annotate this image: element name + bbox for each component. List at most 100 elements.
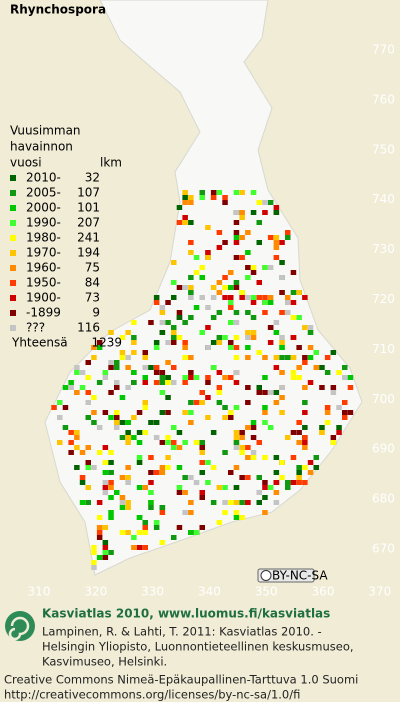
occurrence-square <box>319 430 325 435</box>
occurrence-square <box>188 355 194 360</box>
occurrence-square <box>205 250 211 255</box>
occurrence-square <box>165 375 171 380</box>
occurrence-square <box>171 380 177 385</box>
occurrence-square <box>262 510 268 515</box>
occurrence-square <box>245 500 251 505</box>
occurrence-square <box>222 335 228 340</box>
occurrence-square <box>279 410 285 415</box>
occurrence-square <box>233 435 240 440</box>
occurrence-square <box>233 240 240 245</box>
occurrence-square <box>62 385 69 390</box>
occurrence-square <box>199 195 205 200</box>
occurrence-square <box>302 360 308 365</box>
occurrence-square <box>245 345 251 350</box>
occurrence-square <box>119 530 126 535</box>
occurrence-square <box>285 435 291 440</box>
occurrence-square <box>250 450 257 455</box>
occurrence-square <box>336 405 342 410</box>
occurrence-square <box>182 510 188 515</box>
occurrence-square <box>302 385 308 390</box>
occurrence-square <box>171 445 177 450</box>
occurrence-square <box>182 215 188 220</box>
occurrence-square <box>273 210 280 215</box>
occurrence-square <box>307 470 314 475</box>
occurrence-square <box>245 455 251 460</box>
grid-y-label: 670 <box>372 542 395 556</box>
occurrence-square <box>136 440 143 445</box>
occurrence-square <box>188 240 194 245</box>
occurrence-square <box>188 275 194 280</box>
occurrence-square <box>342 400 348 405</box>
occurrence-square <box>74 370 80 375</box>
occurrence-square <box>336 370 342 375</box>
occurrence-square <box>176 310 183 315</box>
grid-y-label: 700 <box>372 392 395 406</box>
occurrence-square <box>193 375 200 380</box>
legend-column: lkm <box>100 156 122 170</box>
grid-y-label: 730 <box>372 242 395 256</box>
occurrence-square <box>102 470 109 475</box>
legend-label: ??? <box>26 321 45 335</box>
occurrence-square <box>91 420 97 425</box>
grid-x-label: 340 <box>198 585 221 599</box>
occurrence-square <box>239 295 245 300</box>
occurrence-layer <box>51 190 354 570</box>
occurrence-square <box>273 480 280 485</box>
occurrence-square <box>222 375 228 380</box>
occurrence-square <box>256 475 262 480</box>
occurrence-square <box>182 320 188 325</box>
occurrence-square <box>131 335 137 340</box>
occurrence-square <box>216 370 223 375</box>
occurrence-square <box>222 415 228 420</box>
occurrence-square <box>245 385 251 390</box>
occurrence-square <box>262 300 268 305</box>
occurrence-square <box>330 440 337 445</box>
grid-y-label: 740 <box>372 192 395 206</box>
occurrence-square <box>285 310 291 315</box>
occurrence-square <box>199 450 205 455</box>
occurrence-square <box>108 365 114 370</box>
occurrence-square <box>182 380 188 385</box>
occurrence-square <box>142 545 148 550</box>
occurrence-square <box>216 335 223 340</box>
occurrence-square <box>102 545 109 550</box>
occurrence-square <box>171 340 177 345</box>
occurrence-square <box>262 210 268 215</box>
occurrence-square <box>239 290 245 295</box>
occurrence-square <box>182 345 188 350</box>
legend-count: 101 <box>77 201 100 215</box>
occurrence-square <box>182 220 188 225</box>
occurrence-square <box>176 220 183 225</box>
occurrence-square <box>279 310 285 315</box>
occurrence-square <box>245 330 251 335</box>
occurrence-square <box>125 475 131 480</box>
occurrence-square <box>273 470 280 475</box>
occurrence-square <box>256 220 262 225</box>
occurrence-square <box>136 545 143 550</box>
occurrence-square <box>108 415 114 420</box>
occurrence-square <box>199 490 205 495</box>
occurrence-square <box>267 340 274 345</box>
occurrence-square <box>102 375 109 380</box>
legend-count: 194 <box>77 246 100 260</box>
total-label: Yhteensä <box>11 336 68 350</box>
finland-outline <box>44 0 363 576</box>
occurrence-square <box>256 500 262 505</box>
legend-swatch <box>10 265 16 271</box>
occurrence-square <box>199 470 205 475</box>
citation: Lampinen, R. & Lahti, T. 2011: Kasviatla… <box>42 625 322 639</box>
occurrence-square <box>108 550 114 555</box>
occurrence-square <box>279 335 285 340</box>
occurrence-square <box>273 320 280 325</box>
occurrence-square <box>239 475 245 480</box>
occurrence-square <box>273 330 280 335</box>
occurrence-square <box>125 420 131 425</box>
occurrence-square <box>199 440 205 445</box>
occurrence-square <box>233 255 240 260</box>
occurrence-square <box>233 285 240 290</box>
occurrence-square <box>159 380 166 385</box>
occurrence-square <box>228 295 234 300</box>
occurrence-square <box>188 500 194 505</box>
occurrence-square <box>279 395 285 400</box>
occurrence-square <box>205 345 211 350</box>
